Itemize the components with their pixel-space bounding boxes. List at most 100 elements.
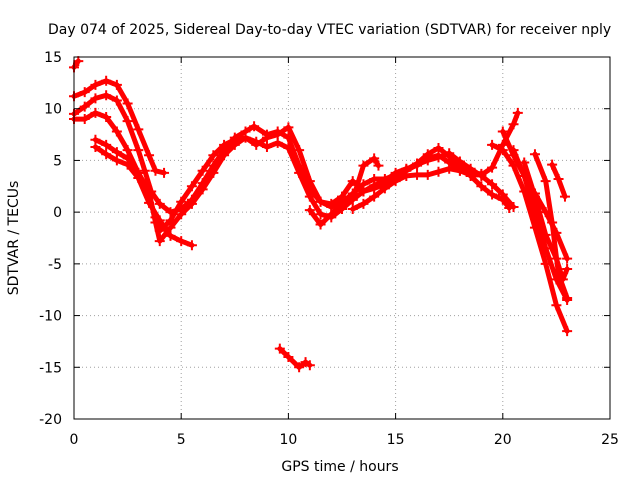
data-point bbox=[529, 149, 540, 160]
data-point bbox=[294, 362, 305, 373]
data-point bbox=[111, 126, 122, 137]
data-point bbox=[90, 93, 101, 104]
data-point bbox=[79, 101, 90, 112]
data-point bbox=[390, 176, 401, 187]
data-point bbox=[465, 167, 476, 178]
data-point bbox=[358, 160, 369, 171]
data-point bbox=[176, 196, 187, 207]
data-point bbox=[547, 159, 558, 170]
series-arc-i bbox=[487, 139, 573, 337]
y-tick-label: 5 bbox=[53, 153, 62, 169]
chart-title: Day 074 of 2025, Sidereal Day-to-day VTE… bbox=[48, 22, 611, 38]
data-point bbox=[315, 209, 326, 220]
series-line bbox=[71, 78, 167, 176]
data-point bbox=[551, 227, 562, 238]
data-point bbox=[304, 205, 315, 216]
data-point bbox=[186, 181, 197, 192]
data-point bbox=[133, 124, 144, 135]
data-point bbox=[249, 121, 260, 132]
x-tick-label: 25 bbox=[601, 432, 619, 448]
y-tick-label: -5 bbox=[48, 257, 62, 273]
data-point bbox=[219, 139, 230, 150]
series-arc-f bbox=[90, 141, 197, 251]
series-line bbox=[511, 147, 570, 262]
data-point bbox=[444, 151, 455, 162]
data-point bbox=[559, 191, 570, 202]
series-line bbox=[489, 142, 570, 334]
data-point bbox=[562, 292, 573, 303]
data-point bbox=[197, 184, 208, 195]
x-tick-label: 20 bbox=[494, 432, 512, 448]
data-point bbox=[551, 300, 562, 311]
data-point bbox=[553, 174, 564, 185]
data-point bbox=[347, 204, 358, 215]
data-point bbox=[412, 158, 423, 169]
data-point bbox=[176, 209, 187, 220]
data-point bbox=[208, 150, 219, 161]
series-arc-o bbox=[274, 343, 315, 373]
data-point bbox=[197, 165, 208, 176]
data-point bbox=[540, 176, 551, 187]
data-point bbox=[101, 111, 112, 122]
data-point bbox=[373, 160, 384, 171]
plot-frame bbox=[73, 56, 611, 420]
data-point bbox=[497, 126, 508, 137]
data-point bbox=[476, 168, 487, 179]
data-point bbox=[433, 143, 444, 154]
series-arc-n bbox=[547, 159, 570, 202]
data-point bbox=[540, 229, 551, 240]
y-tick-label: -20 bbox=[39, 412, 62, 428]
data-point bbox=[294, 167, 305, 178]
data-point bbox=[326, 209, 337, 220]
series-arc-a bbox=[69, 56, 84, 73]
data-point bbox=[144, 197, 155, 208]
data-point bbox=[73, 56, 84, 67]
data-point bbox=[111, 155, 122, 166]
data-point bbox=[551, 253, 562, 264]
data-point bbox=[412, 169, 423, 180]
x-tick-label: 10 bbox=[279, 432, 297, 448]
data-point bbox=[122, 116, 133, 127]
grid bbox=[74, 57, 610, 419]
data-point bbox=[122, 159, 133, 170]
data-point bbox=[283, 122, 294, 133]
data-point bbox=[379, 174, 390, 185]
y-tick-label: -10 bbox=[39, 309, 62, 325]
data-point bbox=[504, 203, 515, 214]
data-point bbox=[90, 107, 101, 118]
data-point bbox=[358, 179, 369, 190]
data-point bbox=[358, 198, 369, 209]
data-point bbox=[90, 141, 101, 152]
axis-ticks bbox=[73, 56, 611, 420]
data-point bbox=[90, 79, 101, 90]
data-point bbox=[111, 95, 122, 106]
data-point bbox=[101, 149, 112, 160]
data-point bbox=[487, 179, 498, 190]
data-point bbox=[79, 87, 90, 98]
data-point bbox=[159, 167, 170, 178]
data-point bbox=[294, 145, 305, 156]
y-tick-label: -15 bbox=[39, 360, 62, 376]
data-point bbox=[261, 141, 272, 152]
data-point bbox=[283, 143, 294, 154]
data-point bbox=[422, 149, 433, 160]
x-tick-label: 15 bbox=[387, 432, 405, 448]
data-point bbox=[562, 326, 573, 337]
x-tick-label: 5 bbox=[177, 432, 186, 448]
series-line bbox=[71, 92, 521, 215]
x-axis-label: GPS time / hours bbox=[281, 459, 398, 475]
data-point bbox=[433, 166, 444, 177]
data-point bbox=[487, 162, 498, 173]
series-arc-c bbox=[69, 90, 523, 218]
data-point bbox=[274, 343, 285, 354]
data-point bbox=[240, 132, 251, 143]
series-line bbox=[92, 144, 195, 248]
data-point bbox=[337, 197, 347, 208]
series-arc-d bbox=[69, 107, 384, 236]
series-arc-m bbox=[508, 145, 573, 264]
data-point bbox=[251, 139, 262, 150]
data-point bbox=[176, 236, 187, 247]
series-arc-h bbox=[347, 163, 487, 215]
data-point bbox=[186, 198, 197, 209]
y-tick-label: 15 bbox=[44, 50, 62, 66]
